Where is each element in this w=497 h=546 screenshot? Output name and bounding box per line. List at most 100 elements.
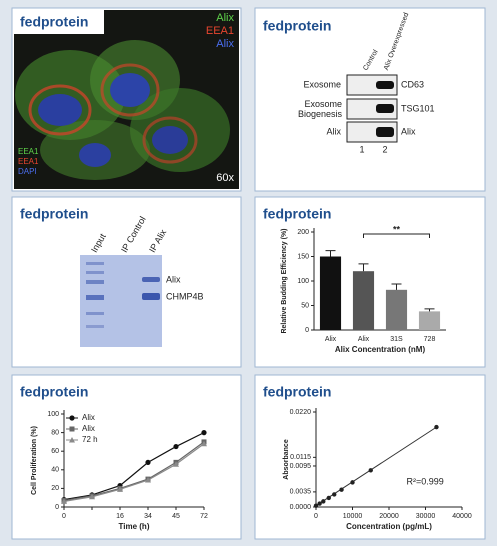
panel — [254, 374, 486, 540]
x-tick-label: Alix — [325, 336, 337, 343]
x-tick-label: 34 — [144, 513, 152, 520]
y-tick-label: 100 — [297, 278, 309, 285]
point — [145, 477, 151, 483]
y-tick-label: 80 — [51, 429, 59, 436]
point — [201, 440, 207, 447]
significance-bracket — [363, 233, 430, 238]
gel: fedprotein Input IP Control IP Alix Alix… — [20, 206, 204, 347]
y-tick-label: 0.0095 — [290, 463, 312, 470]
marker-label: CD63 — [401, 79, 424, 89]
point — [145, 459, 151, 465]
annotation: R²=0.999 — [407, 476, 444, 486]
x-axis-label: Alix Concentration (nM) — [335, 345, 426, 354]
legend-label: Alix — [82, 413, 95, 422]
y-tick-label: 40 — [51, 467, 59, 474]
point — [326, 495, 331, 501]
bar — [319, 256, 342, 330]
point — [69, 426, 75, 432]
channel-label: EEA1 — [18, 147, 39, 156]
bar — [352, 271, 375, 330]
x-tick-label: Alix — [358, 336, 370, 343]
point — [61, 498, 67, 504]
panel-header: fedprotein — [263, 206, 331, 222]
x-tick-label: 0 — [62, 513, 66, 520]
series-line — [63, 443, 205, 503]
x-tick-label: 728 — [424, 336, 436, 343]
x-tick-label: 16 — [116, 513, 124, 520]
x-axis-label: Time (h) — [119, 522, 150, 531]
channel-label: DAPI — [18, 167, 37, 176]
y-axis-label: Relative Budding Efficiency (%) — [281, 228, 288, 333]
point — [89, 493, 95, 500]
x-tick-label: 20000 — [379, 513, 399, 520]
point — [317, 501, 322, 506]
point — [350, 480, 355, 485]
point — [173, 443, 179, 450]
y-tick-label: 0 — [55, 504, 59, 511]
channel-label: Alix — [216, 38, 234, 50]
point — [434, 424, 439, 430]
y-tick-label: 100 — [47, 411, 59, 418]
y-tick-label: 20 — [51, 485, 59, 492]
point — [69, 415, 75, 421]
point — [332, 492, 337, 497]
x-tick-label: 45 — [172, 513, 180, 520]
y-axis-label: Cell Proliferation (%) — [31, 426, 38, 495]
channel-label: EEA1 — [18, 157, 39, 166]
point — [117, 486, 123, 492]
band-label: CHMP4B — [166, 291, 204, 301]
lane-number: 2 — [382, 144, 387, 154]
x-tick-label: 10000 — [343, 513, 363, 520]
y-tick-label: 200 — [297, 229, 309, 236]
y-tick-label: 150 — [297, 253, 309, 260]
panel-header: fedprotein — [263, 18, 331, 34]
row-label: Exosome Biogenesis — [297, 99, 342, 119]
panel-header: fedprotein — [20, 14, 88, 30]
point — [339, 487, 344, 492]
error-bar — [358, 263, 369, 272]
point — [201, 430, 207, 436]
micrograph: fedprotein Alix EEA1 Alix EEA1 EEA1 DAPI… — [14, 10, 239, 189]
y-axis-label: Absorbance — [283, 439, 290, 480]
lane-number: 1 — [359, 144, 364, 154]
x-tick-label: 30000 — [416, 513, 436, 520]
y-tick-label: 0.0035 — [290, 489, 312, 496]
error-bar — [325, 250, 336, 257]
marker-label: TSG101 — [401, 103, 435, 113]
bar — [385, 289, 408, 330]
x-tick-label: 72 — [200, 513, 208, 520]
significance: ** — [393, 224, 401, 234]
panel-header: fedprotein — [20, 206, 88, 222]
fit-line — [315, 426, 437, 507]
point — [313, 503, 319, 508]
panel-header: fedprotein — [263, 384, 331, 400]
y-tick-label: 0.0220 — [290, 409, 312, 416]
marker-label: Alix — [401, 126, 416, 136]
x-axis-label: Concentration (pg/mL) — [346, 522, 432, 531]
channel-label: Alix — [216, 12, 234, 24]
x-tick-label: 0 — [314, 513, 318, 520]
y-tick-label: 60 — [51, 448, 59, 455]
point — [321, 499, 326, 504]
charts: fedprotein Relative Budding Efficiency (%… — [20, 206, 472, 531]
x-tick-label: 31S — [390, 336, 403, 343]
channel-label: EEA1 — [206, 25, 234, 37]
bar — [418, 311, 441, 330]
error-bar — [391, 283, 402, 290]
y-tick-label: 0.0115 — [290, 454, 311, 461]
error-bar — [424, 308, 435, 312]
y-tick-label: 50 — [301, 302, 309, 309]
row-label: Alix — [326, 126, 341, 136]
magnification: 60x — [216, 172, 234, 184]
row-label: Exosome — [303, 79, 341, 89]
point — [69, 437, 75, 443]
y-tick-label: 0 — [305, 327, 309, 334]
legend-label: 72 h — [82, 435, 98, 444]
panel — [11, 374, 242, 540]
series-line — [63, 432, 205, 501]
point — [368, 468, 373, 473]
band-label: Alix — [166, 274, 181, 284]
series-line — [63, 441, 205, 502]
